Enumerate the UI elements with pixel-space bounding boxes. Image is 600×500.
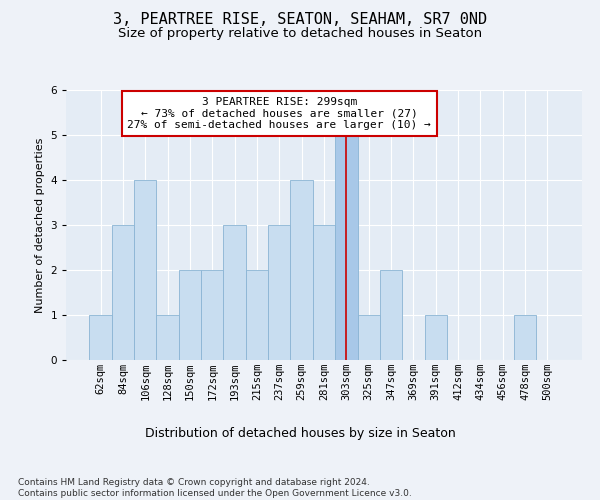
Bar <box>201 270 223 360</box>
Bar <box>246 270 268 360</box>
Text: 3 PEARTREE RISE: 299sqm
← 73% of detached houses are smaller (27)
27% of semi-de: 3 PEARTREE RISE: 299sqm ← 73% of detache… <box>127 97 431 130</box>
Bar <box>290 180 313 360</box>
Text: Size of property relative to detached houses in Seaton: Size of property relative to detached ho… <box>118 28 482 40</box>
Text: Contains HM Land Registry data © Crown copyright and database right 2024.
Contai: Contains HM Land Registry data © Crown c… <box>18 478 412 498</box>
Bar <box>358 315 380 360</box>
Bar <box>425 315 447 360</box>
Text: Distribution of detached houses by size in Seaton: Distribution of detached houses by size … <box>145 428 455 440</box>
Bar <box>179 270 201 360</box>
Bar <box>157 315 179 360</box>
Bar <box>380 270 402 360</box>
Bar <box>514 315 536 360</box>
Bar <box>223 225 246 360</box>
Bar <box>335 135 358 360</box>
Bar <box>112 225 134 360</box>
Bar <box>134 180 157 360</box>
Bar <box>89 315 112 360</box>
Bar <box>313 225 335 360</box>
Text: 3, PEARTREE RISE, SEATON, SEAHAM, SR7 0ND: 3, PEARTREE RISE, SEATON, SEAHAM, SR7 0N… <box>113 12 487 28</box>
Y-axis label: Number of detached properties: Number of detached properties <box>35 138 45 312</box>
Bar <box>268 225 290 360</box>
